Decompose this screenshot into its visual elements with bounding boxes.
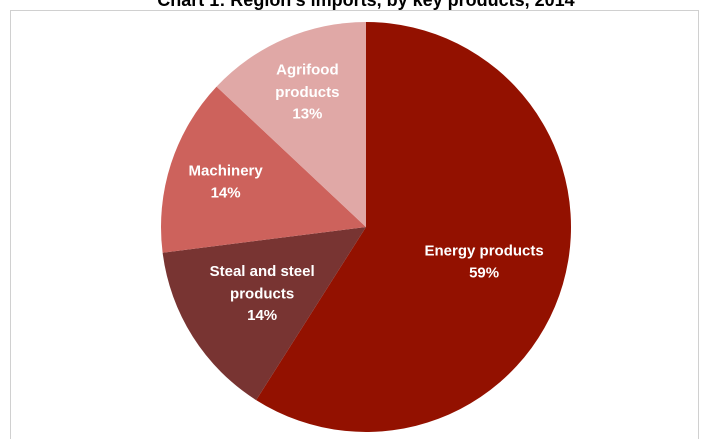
pie-slice — [216, 22, 366, 227]
value-label: 14% — [247, 307, 277, 324]
category-label: Energy products — [425, 242, 544, 259]
pie-slice — [256, 22, 571, 432]
slice-label: Machinery 14% — [189, 162, 264, 201]
pie-slice — [162, 227, 366, 401]
slice-label: Steal and steel products 14% — [210, 263, 315, 324]
value-label: 59% — [469, 264, 499, 281]
value-label: 14% — [211, 184, 241, 201]
slice-label: Energy products 59% — [425, 242, 544, 281]
value-label: 13% — [292, 106, 322, 123]
category-label: Steal and steel products — [210, 263, 315, 303]
pie-slice — [161, 86, 366, 253]
category-label: Agrifood products — [275, 62, 339, 102]
chart-title: Chart 1: Region's imports, by key produc… — [157, 0, 574, 10]
slice-label: Agrifood products 13% — [275, 62, 339, 123]
category-label: Machinery — [189, 162, 264, 179]
